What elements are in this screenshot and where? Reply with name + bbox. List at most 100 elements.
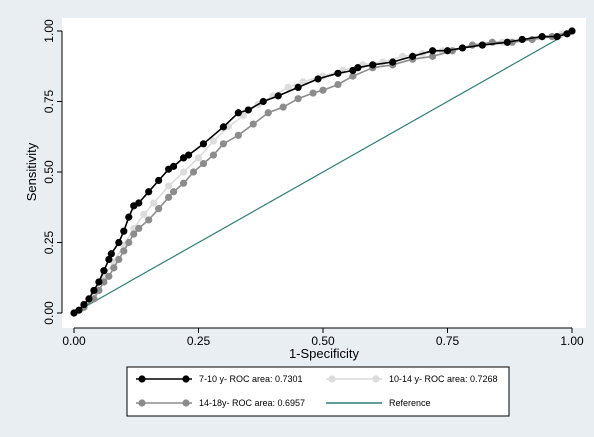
x-tick-label: 1.00 [560, 334, 584, 348]
series-2-point [234, 131, 242, 139]
series-0-point [85, 295, 93, 303]
series-2-point [95, 286, 103, 295]
series-0-point [568, 27, 576, 35]
series-0-point [553, 33, 561, 41]
series-0-point [184, 151, 193, 159]
series-1-point [150, 199, 158, 207]
legend-swatch-marker [138, 399, 146, 407]
series-0-point [334, 69, 342, 77]
series-2-point [428, 52, 437, 60]
x-tick-label: 0.00 [62, 334, 86, 348]
legend-swatch-marker [182, 375, 190, 383]
series-0-point [503, 38, 511, 46]
series-0-point [518, 35, 526, 44]
series-0-point [120, 227, 128, 235]
series-2-point [120, 247, 128, 255]
series-1-point [299, 78, 307, 86]
series-0-point [244, 106, 252, 114]
series-0-point [145, 188, 153, 196]
series-1-point [194, 154, 203, 162]
y-axis-title: Sensitivity [24, 142, 39, 201]
series-0-point [199, 140, 208, 148]
series-0 [70, 27, 576, 317]
legend-swatch-marker [138, 375, 146, 383]
series-2-point [264, 109, 272, 117]
series-1-point [140, 210, 148, 218]
series-2-point [279, 103, 287, 111]
series-2-point [90, 295, 98, 303]
x-tick-label: 0.25 [187, 334, 211, 348]
series-0-point [90, 286, 98, 295]
x-tick-label: 0.75 [436, 334, 460, 348]
x-axis-title: 1-Specificity [289, 346, 360, 361]
series-2-point [135, 224, 143, 232]
series-2-point [319, 86, 327, 94]
series-2-point [155, 205, 163, 213]
y-tick-label: 1.00 [42, 19, 56, 43]
series-2-point [219, 140, 227, 148]
series-2-point [294, 95, 302, 103]
series-0-point [259, 97, 267, 106]
x-axis: 0.00 0.25 0.50 0.75 1.00 [62, 327, 584, 348]
series-layer [70, 27, 576, 317]
series-0-point [95, 278, 103, 286]
series-0-point [219, 123, 227, 131]
y-tick-label: 0.25 [42, 230, 56, 254]
series-2-point [249, 120, 257, 128]
series-0-point [354, 64, 362, 72]
legend-label: Reference [389, 398, 431, 408]
y-tick-label: 0.00 [42, 301, 56, 325]
series-0-point [538, 33, 546, 41]
series-0-point [389, 58, 397, 66]
series-0-point [294, 83, 302, 91]
series-1-point [165, 182, 173, 190]
series-0-point [443, 47, 452, 55]
series-2-point [209, 151, 218, 159]
series-0-point [478, 41, 486, 49]
series-0-point [135, 199, 143, 207]
legend-item-3: Reference [326, 398, 431, 408]
series-1-point [209, 137, 218, 145]
legend-item-2: 14-18y- ROC area: 0.6957 [136, 398, 305, 408]
series-2-point [309, 89, 317, 97]
series-2-point [349, 72, 357, 80]
series-1-point [130, 224, 138, 232]
series-0-point [80, 300, 88, 309]
series-0-point [428, 47, 437, 55]
series-2-point [145, 216, 153, 224]
series-2-point [189, 168, 198, 176]
legend: 7-10 y- ROC area: 0.7301 10-14 y- ROC are… [126, 366, 510, 417]
series-0-point [105, 255, 113, 264]
series-0-point [458, 44, 467, 52]
series-1-point [224, 123, 232, 131]
series-0-point [75, 306, 83, 314]
series-0-point [314, 75, 322, 83]
legend-swatch-marker [182, 399, 190, 407]
series-2-point [334, 80, 342, 89]
series-2-point [115, 255, 123, 264]
series-3-line [73, 30, 573, 314]
y-axis: 0.00 0.25 0.50 0.75 1.00 [42, 19, 63, 325]
y-tick-label: 0.75 [42, 89, 56, 113]
series-2-point [199, 159, 208, 168]
series-2-point [110, 264, 118, 272]
series-2-point [100, 278, 108, 286]
legend-swatch-marker [328, 375, 336, 383]
series-1-point [179, 168, 188, 176]
series-1-point [284, 83, 292, 91]
legend-item-1: 10-14 y- ROC area: 0.7268 [326, 374, 498, 384]
series-0-point [409, 52, 417, 60]
legend-swatch-marker [372, 375, 380, 383]
series-0-point [369, 61, 377, 69]
series-0-point [125, 213, 133, 221]
series-0-point [107, 250, 115, 258]
legend-label: 14-18y- ROC area: 0.6957 [199, 398, 305, 408]
plot-area [62, 18, 586, 328]
legend-box [126, 366, 510, 417]
series-0-point [100, 267, 108, 275]
series-0-point [234, 109, 242, 117]
series-0-point [274, 92, 282, 100]
series-0-point [115, 238, 123, 247]
series-0-point [155, 176, 163, 185]
